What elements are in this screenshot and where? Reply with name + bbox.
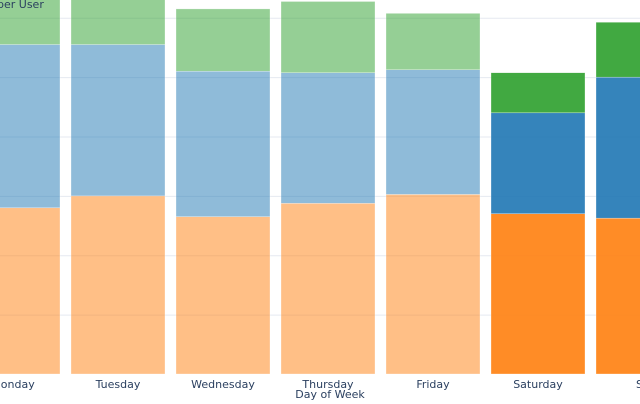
x-tick-label: Su bbox=[636, 378, 640, 391]
x-tick-label: Friday bbox=[416, 378, 450, 391]
bar-monday-green[interactable] bbox=[0, 0, 61, 45]
y-axis-title: per User bbox=[0, 0, 44, 11]
bar-sunday-orange[interactable] bbox=[595, 217, 640, 375]
bar-monday-blue[interactable] bbox=[0, 44, 61, 209]
x-tick-label: Wednesday bbox=[191, 378, 255, 391]
bar-thursday-blue[interactable] bbox=[280, 72, 376, 204]
bar-tuesday-blue[interactable] bbox=[70, 44, 166, 197]
bar-tuesday-green[interactable] bbox=[70, 0, 166, 45]
bar-wednesday-green[interactable] bbox=[175, 8, 271, 72]
bar-friday-orange[interactable] bbox=[385, 194, 481, 375]
bar-stacks bbox=[0, 0, 640, 375]
bar-wednesday-orange[interactable] bbox=[175, 216, 271, 375]
bar-monday-orange[interactable] bbox=[0, 207, 61, 375]
x-axis-title: Day of Week bbox=[295, 388, 365, 400]
bar-friday-green[interactable] bbox=[385, 13, 481, 71]
bar-thursday-orange[interactable] bbox=[280, 203, 376, 375]
x-tick-label: Tuesday bbox=[95, 378, 141, 391]
bar-tuesday-orange[interactable] bbox=[70, 195, 166, 375]
bar-saturday-blue[interactable] bbox=[490, 112, 586, 214]
bar-saturday-orange[interactable] bbox=[490, 213, 586, 375]
bar-saturday-green[interactable] bbox=[490, 72, 586, 114]
bar-thursday-green[interactable] bbox=[280, 1, 376, 73]
x-tick-label: Monday bbox=[0, 378, 35, 391]
x-tick-label: Thursday bbox=[301, 378, 354, 391]
bar-wednesday-blue[interactable] bbox=[175, 70, 271, 217]
bar-friday-blue[interactable] bbox=[385, 69, 481, 195]
bar-sunday-blue[interactable] bbox=[595, 76, 640, 219]
bar-sunday-green[interactable] bbox=[595, 22, 640, 78]
x-axis-ticks: Monday Tuesday Wednesday Thursday Friday Satu… bbox=[0, 378, 640, 391]
x-tick-label: Saturday bbox=[513, 378, 563, 391]
